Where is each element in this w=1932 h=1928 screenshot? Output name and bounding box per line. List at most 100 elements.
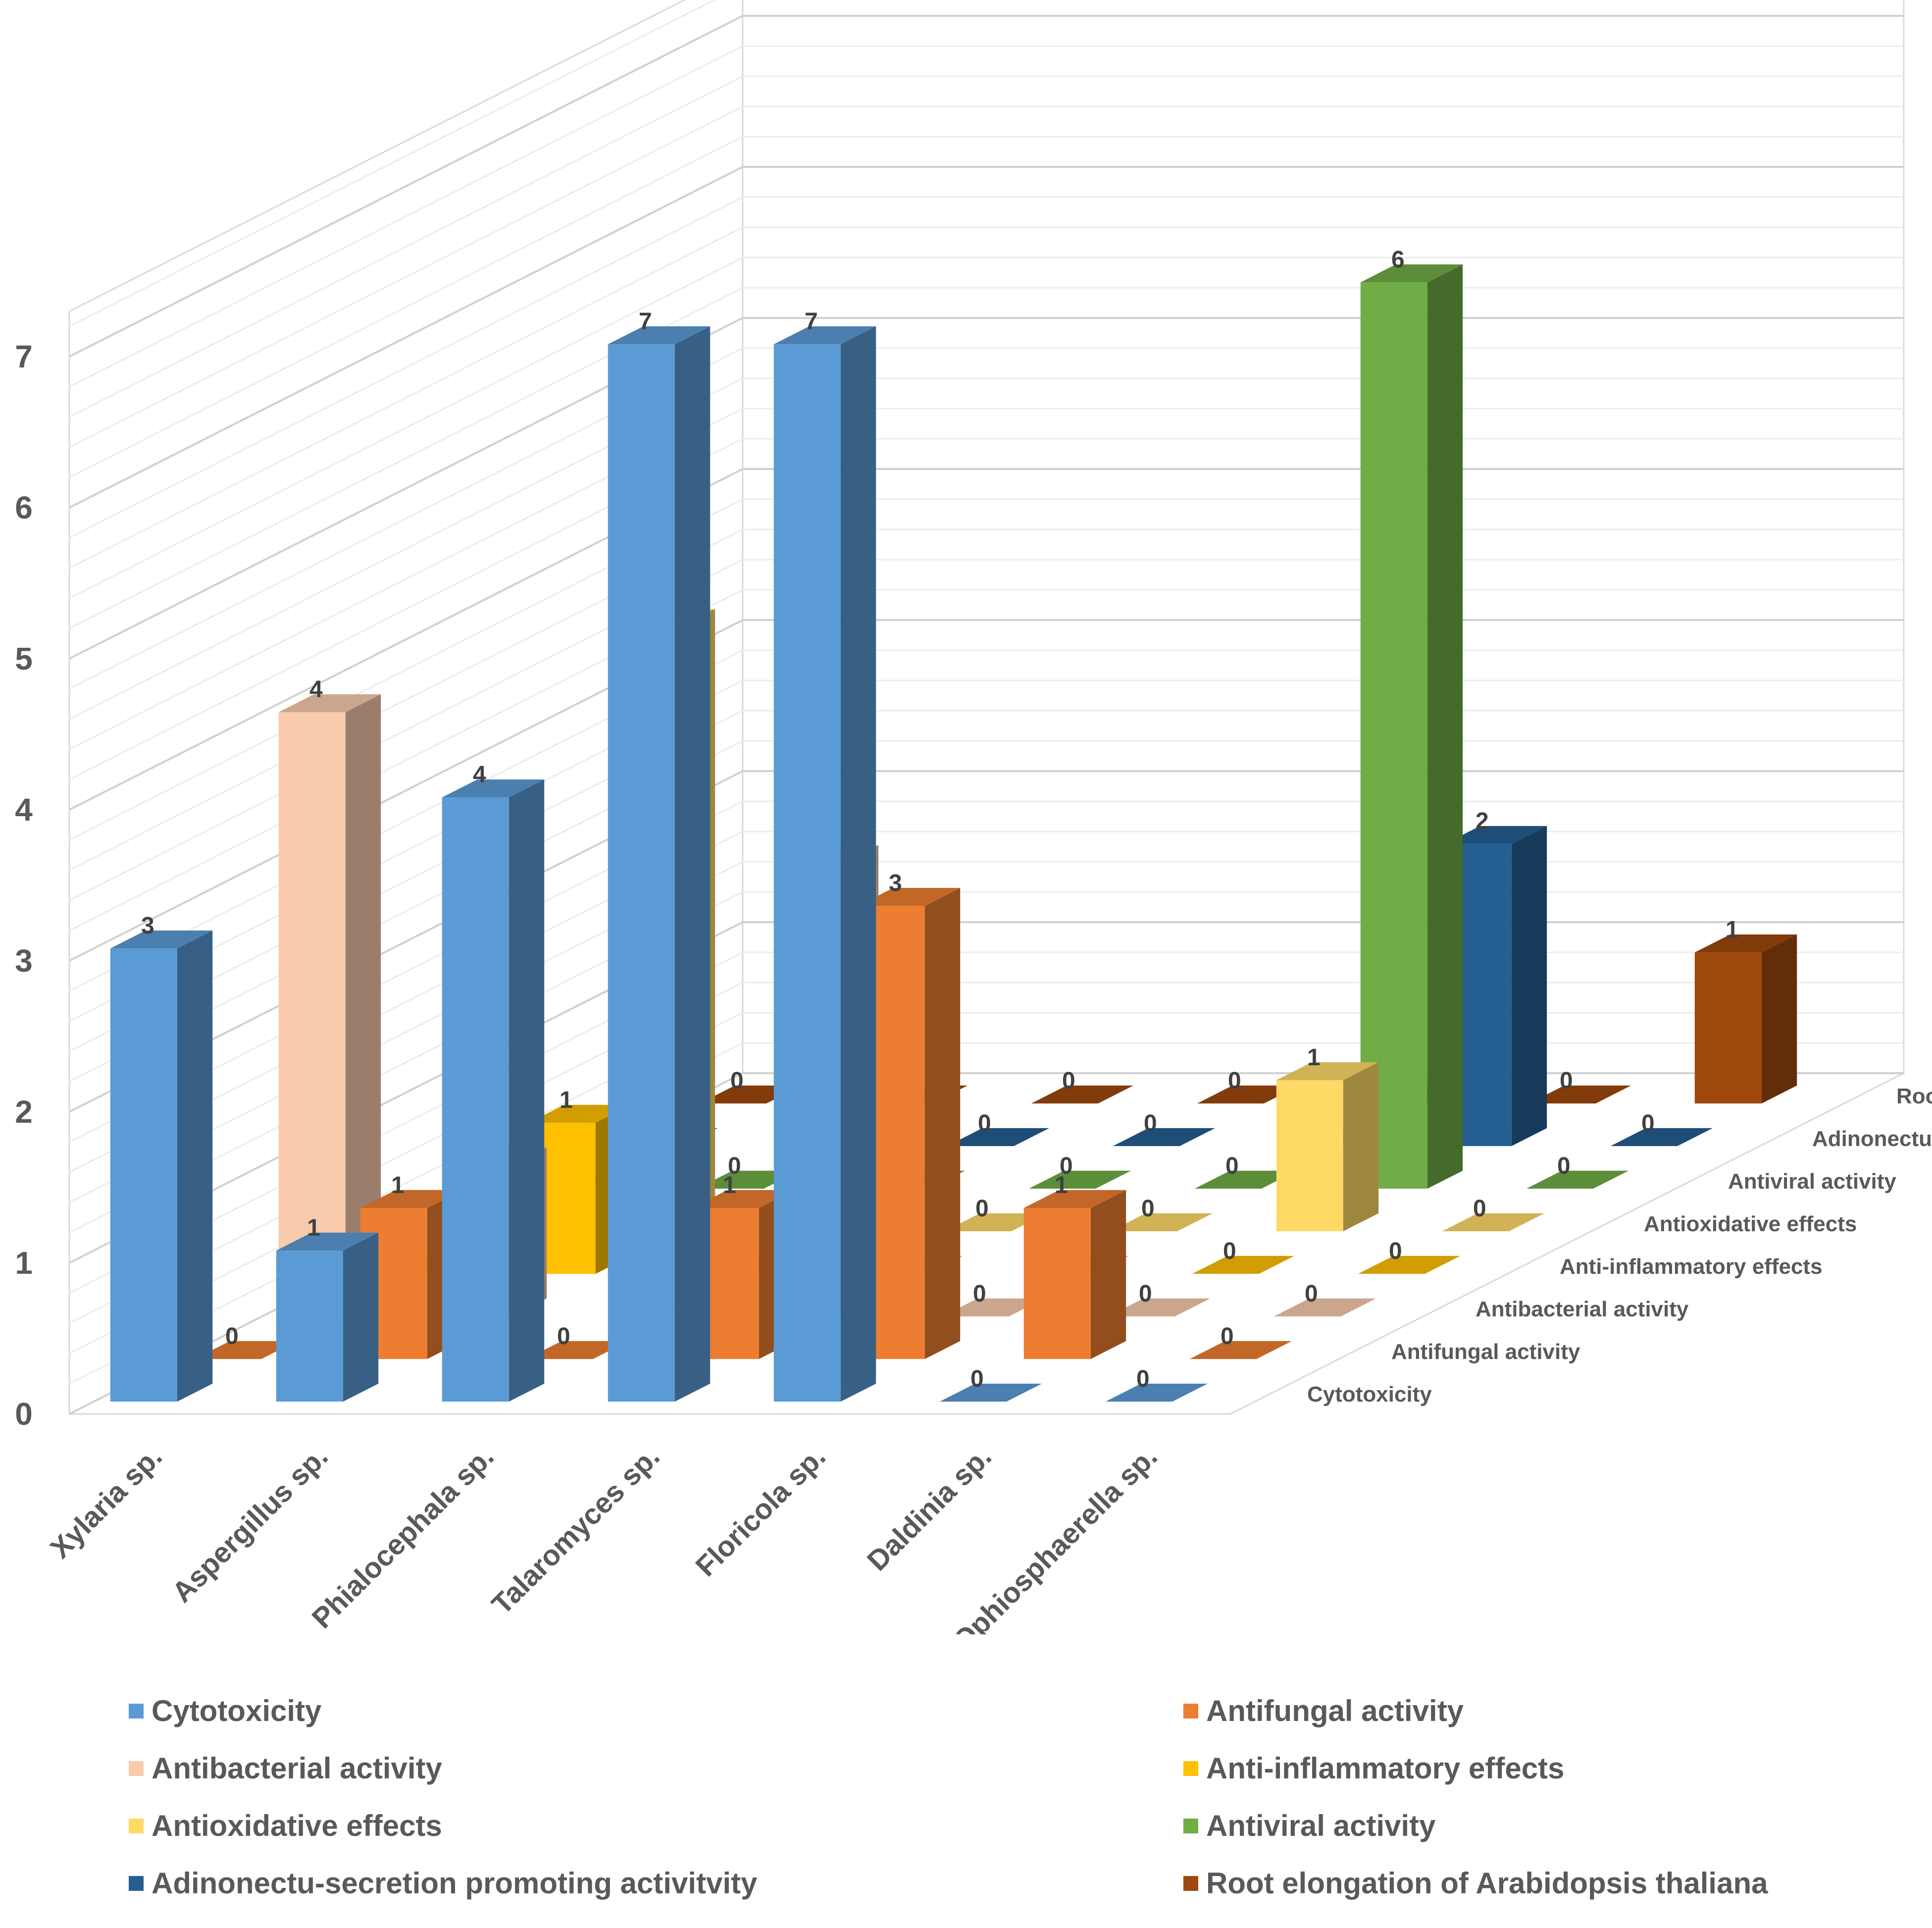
gridline-minor (69, 105, 1904, 448)
data-label: 2 (1475, 808, 1489, 834)
bar-front-face (110, 948, 177, 1402)
bar: 0 (939, 1366, 1042, 1402)
data-label: 0 (1305, 1281, 1318, 1307)
bar: 6 (1360, 247, 1463, 1189)
bar-top-face (858, 887, 961, 906)
data-label: 7 (639, 309, 652, 335)
legend-swatch (129, 1818, 144, 1833)
gridline-minor (69, 438, 1904, 781)
data-label: 7 (805, 309, 818, 335)
y-tick-label: 4 (15, 792, 33, 828)
bar-top-face (939, 1383, 1042, 1402)
y-tick-label: 7 (15, 339, 33, 374)
bar: 0 (1197, 1068, 1300, 1104)
data-label: 1 (559, 1087, 573, 1113)
bar-top-face (1610, 1128, 1713, 1146)
data-label: 1 (723, 1172, 736, 1198)
bar-top-face (1110, 1213, 1213, 1232)
bar-front-face (608, 344, 675, 1402)
bar-top-face (110, 930, 213, 949)
bar: 0 (194, 1323, 297, 1359)
legend-item: Antioxidative effects (129, 1809, 442, 1843)
bar-top-face (947, 1128, 1050, 1146)
bar-top-face (1694, 934, 1797, 953)
category-label: Floricola sp. (689, 1440, 832, 1583)
legend-label: Antioxidative effects (152, 1809, 442, 1842)
bar: 0 (1108, 1281, 1211, 1317)
category-axis-labels: Xylaria sp.Aspergillus sp.Phialocephala … (44, 1440, 1164, 1634)
y-tick-label: 2 (15, 1094, 33, 1130)
bar-side-face (924, 887, 961, 1359)
bar-top-face (1113, 1128, 1216, 1146)
bar-top-face (1028, 1170, 1131, 1189)
bar-top-face (1197, 1085, 1300, 1104)
legend-label: Anti-inflammatory effects (1206, 1752, 1565, 1785)
legend-item: Antifungal activity (1183, 1694, 1464, 1728)
data-label: 1 (391, 1172, 405, 1198)
data-label: 4 (473, 762, 486, 788)
bar-front-face (1023, 1208, 1091, 1359)
bar-top-face (1194, 1170, 1297, 1189)
legend-swatch (1183, 1876, 1198, 1891)
data-label: 3 (141, 913, 154, 939)
data-label: 0 (1136, 1366, 1150, 1392)
bar: 0 (1442, 1196, 1545, 1232)
bar-side-face (1090, 1190, 1126, 1359)
bar-top-face (773, 326, 876, 345)
series-axis-label: Antibacterial activity (1475, 1297, 1689, 1321)
bar-top-face (1360, 264, 1463, 283)
data-label: 0 (1223, 1238, 1236, 1264)
legend-item: Adinonectu-secretion promoting activitvi… (129, 1866, 757, 1900)
bar-side-face (1427, 264, 1463, 1189)
bar: 0 (947, 1110, 1050, 1146)
bar-top-face (942, 1298, 1045, 1317)
bar: 0 (1194, 1153, 1297, 1189)
category-label: Xylaria sp. (44, 1440, 168, 1564)
series-axis-label: Antioxidative effects (1644, 1212, 1857, 1236)
bar-top-face (278, 694, 381, 713)
bar: 0 (1189, 1323, 1292, 1359)
bar-side-face (177, 930, 213, 1402)
bar-front-face (1694, 952, 1762, 1104)
bar-top-face (1444, 826, 1547, 844)
bar-side-face (508, 779, 545, 1402)
bar-side-face (674, 326, 711, 1402)
data-label: 0 (1557, 1153, 1571, 1179)
bar-front-face (773, 344, 841, 1402)
legend-item: Root elongation of Arabidopsis thaliana (1183, 1866, 1768, 1900)
legend-item: Cytotoxicity (129, 1694, 321, 1728)
gridline-minor (69, 196, 1904, 539)
bar: 4 (278, 677, 381, 1317)
bar-top-face (1276, 1062, 1379, 1081)
category-label: Daldinia sp. (861, 1440, 998, 1577)
bar-side-face (343, 1232, 379, 1402)
gridline-minor (69, 287, 1904, 629)
bar-front-face (1360, 282, 1427, 1189)
bar: 7 (608, 309, 711, 1402)
data-label: 0 (557, 1323, 570, 1350)
bar-top-face (1105, 1383, 1208, 1402)
gridline-major (69, 468, 1904, 811)
data-label: 1 (1055, 1172, 1068, 1198)
series-axis-label: Anti-inflammatory effects (1560, 1254, 1823, 1279)
data-label: 0 (973, 1281, 986, 1307)
bar-top-face (528, 1104, 631, 1123)
bar: 3 (110, 913, 213, 1402)
gridline-minor (69, 0, 716, 327)
data-label: 0 (1060, 1153, 1073, 1179)
bar: 0 (526, 1323, 629, 1359)
data-label: 6 (1391, 247, 1405, 273)
bar-top-face (1526, 1170, 1629, 1189)
legend-item: Antiviral activity (1183, 1809, 1436, 1843)
bar-front-face (278, 712, 346, 1317)
y-tick-label: 3 (15, 943, 33, 979)
category-label: Phialocephala sp. (306, 1440, 500, 1634)
bar: 0 (1028, 1153, 1131, 1189)
data-label: 0 (1641, 1110, 1655, 1137)
bar: 0 (1113, 1110, 1216, 1146)
gridline-minor (69, 408, 1904, 750)
legend-label: Antiviral activity (1206, 1809, 1436, 1842)
y-tick-label: 1 (15, 1245, 33, 1281)
data-label: 4 (309, 677, 323, 703)
data-label: 0 (728, 1153, 741, 1179)
